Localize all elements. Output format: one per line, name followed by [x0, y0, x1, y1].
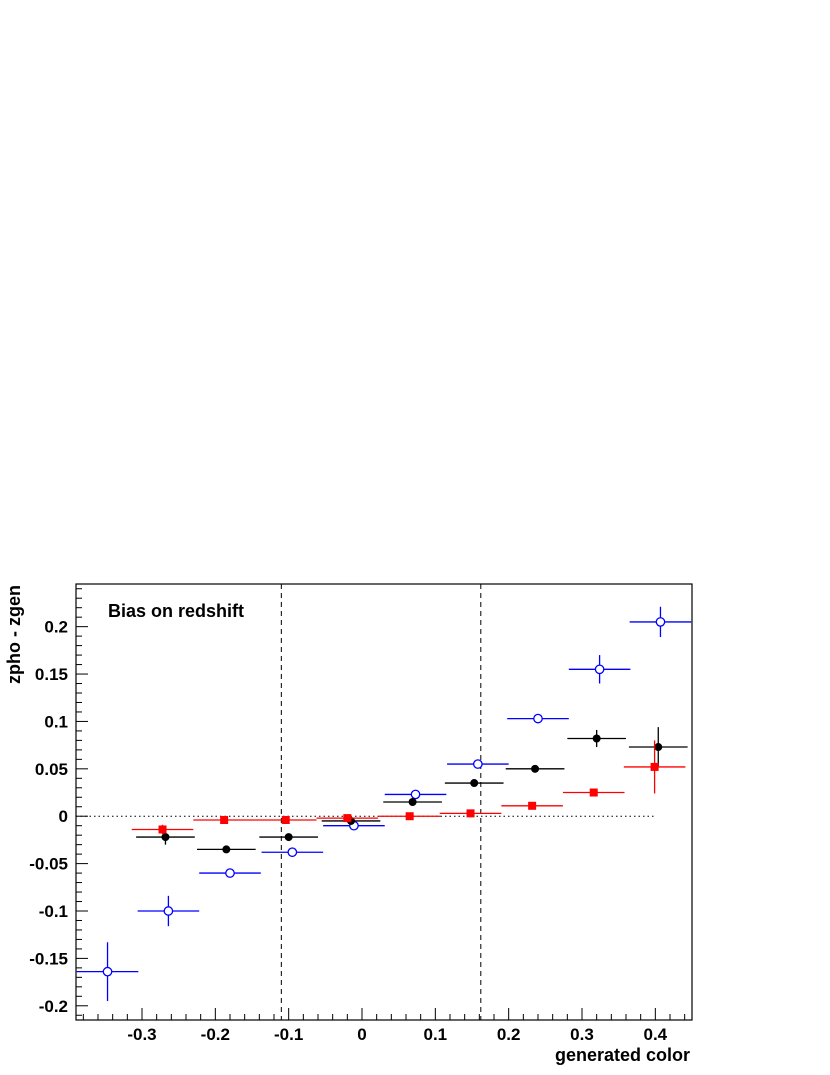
data-point: [136, 829, 195, 845]
y-tick-label: -0.15: [29, 949, 68, 968]
x-tick-label: -0.1: [274, 1025, 303, 1044]
data-point: [259, 833, 318, 842]
open-circle-marker: [102, 966, 113, 977]
series-3: [131, 740, 686, 835]
filled-square-marker: [650, 762, 659, 771]
filled-square-marker: [405, 812, 414, 821]
x-tick-label: -0.2: [201, 1025, 230, 1044]
y-tick-label: -0.05: [29, 855, 68, 874]
y-axis-title: zpho - zgen: [4, 585, 24, 684]
data-point: [629, 606, 692, 638]
y-tick-label: 0: [59, 807, 68, 826]
data-point: [567, 729, 626, 748]
x-tick-label: 0: [357, 1025, 366, 1044]
filled-circle-marker: [408, 798, 417, 806]
y-tick-label: -0.1: [39, 902, 68, 921]
open-circle-marker: [533, 713, 543, 724]
data-point: [193, 816, 255, 825]
reference-lines: [76, 584, 656, 1020]
filled-circle-marker: [592, 734, 601, 743]
x-tick-label: 0.3: [570, 1025, 594, 1044]
filled-circle-marker: [470, 779, 479, 788]
data-series-layer: [76, 606, 692, 1002]
axis-ticks: [76, 588, 686, 1020]
x-tick-label: 0.4: [644, 1025, 668, 1044]
open-circle-marker: [655, 617, 666, 627]
x-tick-label: 0.1: [424, 1025, 448, 1044]
open-circle-marker: [473, 759, 483, 769]
data-point: [383, 798, 442, 806]
filled-square-marker: [281, 816, 290, 825]
data-point: [628, 727, 688, 767]
filled-square-marker: [528, 801, 537, 810]
plot-frame: [75, 583, 693, 1021]
data-point: [384, 789, 447, 800]
data-point: [316, 814, 379, 823]
open-circle-marker: [594, 664, 605, 675]
chart-title: Bias on redshift: [108, 601, 244, 621]
filled-circle-marker: [222, 845, 231, 854]
x-tick-label: -0.3: [127, 1025, 156, 1044]
filled-circle-marker: [531, 764, 540, 773]
series-2: [136, 727, 688, 854]
x-tick-label: 0.2: [497, 1025, 521, 1044]
y-tick-label: 0.15: [35, 665, 68, 684]
filled-square-marker: [158, 825, 167, 834]
filled-circle-marker: [284, 833, 293, 842]
data-point: [199, 868, 261, 878]
y-tick-label: -0.2: [39, 997, 68, 1016]
series-1: [76, 606, 692, 1002]
data-point: [501, 801, 563, 810]
filled-square-marker: [466, 809, 475, 818]
filled-square-marker: [343, 814, 352, 823]
filled-circle-marker: [654, 743, 663, 752]
data-point: [447, 759, 509, 769]
data-point: [505, 764, 565, 773]
data-point: [623, 740, 686, 794]
data-point: [261, 847, 324, 858]
y-tick-label: 0.05: [35, 760, 68, 779]
y-tick-label: 0.1: [44, 712, 68, 731]
x-axis-title: generated color: [555, 1045, 690, 1065]
open-circle-marker: [225, 868, 235, 878]
data-point: [562, 788, 625, 797]
filled-square-marker: [220, 816, 229, 825]
filled-circle-marker: [161, 833, 170, 842]
data-point: [444, 779, 504, 788]
data-point: [76, 942, 139, 1002]
y-tick-label: 0.2: [44, 618, 68, 637]
data-point: [507, 713, 569, 724]
open-circle-marker: [163, 906, 174, 916]
open-circle-marker: [410, 789, 421, 800]
data-point: [254, 816, 317, 825]
open-circle-marker: [287, 847, 298, 858]
filled-square-marker: [589, 788, 598, 797]
data-point: [197, 845, 256, 854]
data-point: [137, 895, 200, 927]
axis-tick-labels: -0.3 -0.2 -0.1 0 0.1 0.2 0.3 0.4 -0.2 -0.15 -0.1 -0…: [29, 618, 667, 1044]
data-point: [131, 824, 194, 835]
data-point: [568, 655, 631, 684]
data-point: [378, 812, 441, 821]
data-point: [439, 809, 502, 818]
